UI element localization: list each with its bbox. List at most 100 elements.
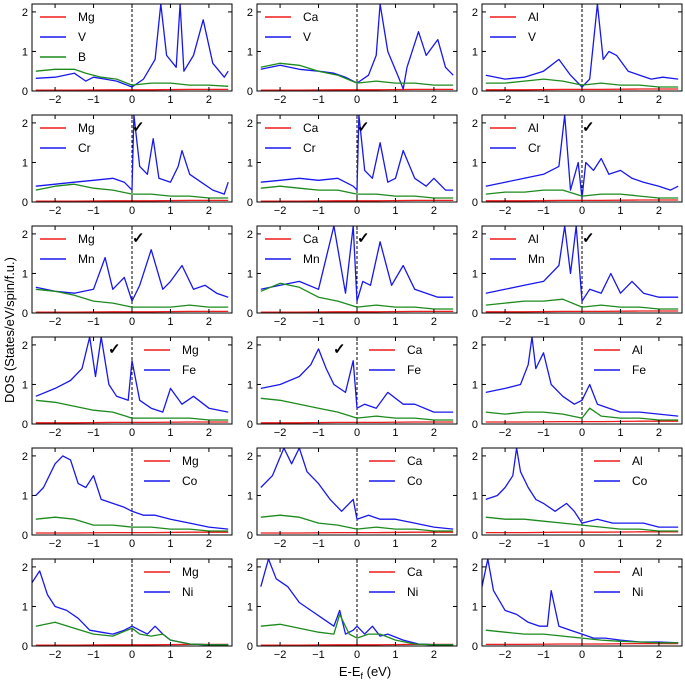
x-tick-label: 2 [431,649,437,661]
legend-label: Al [632,565,643,579]
x-tick-label: 0 [129,649,135,661]
check-mark-icon: ✓ [333,341,346,358]
check-mark-icon: ✓ [582,230,595,247]
series-line [35,4,229,88]
dos-panel: −2 −1 0 1 2 0 1 2 Ca Ni [247,558,458,661]
x-tick-label: 2 [206,538,212,550]
x-tick-label: −2 [49,427,62,439]
legend-label: Fe [407,363,421,377]
x-tick-label: 1 [392,316,398,328]
x-tick-label: 1 [392,538,398,550]
series-line [485,78,679,88]
series-line [260,115,454,191]
y-tick-label: 0 [472,86,478,98]
dos-panel: −2 −1 0 1 2 0 1 2 Mg Mn ✓ [22,225,233,328]
y-tick-label: 2 [472,562,478,574]
x-tick-label: 0 [354,427,360,439]
x-tick-label: 1 [167,316,173,328]
legend-label: Mn [528,252,545,266]
x-tick-label: 1 [617,205,623,217]
y-tick-label: 1 [247,157,253,169]
legend-label: Mg [78,10,95,24]
x-tick-label: 0 [354,649,360,661]
dos-panel: −2 −1 0 1 2 0 1 2 Mg Fe ✓ [22,336,233,439]
panel-frame [256,336,458,425]
y-tick-label: 1 [247,46,253,58]
legend-label: Ni [407,585,418,599]
series-line [260,226,454,302]
x-tick-label: 1 [167,538,173,550]
legend-label: Ca [303,121,319,135]
x-tick-label: −2 [49,538,62,550]
legend-label: V [303,30,311,44]
x-tick-label: 0 [129,538,135,550]
x-tick-label: −2 [499,205,512,217]
x-tick-label: 0 [579,205,585,217]
x-tick-label: 1 [167,205,173,217]
y-tick-label: 0 [22,308,28,320]
y-tick-label: 1 [22,601,28,613]
y-tick-label: 1 [22,157,28,169]
x-tick-label: 1 [167,94,173,106]
legend-label: B [78,50,86,64]
dos-panel: −2 −1 0 1 2 0 1 2 Ca V [247,3,458,106]
legend-label: Fe [182,363,196,377]
panel-frame [31,447,233,536]
x-tick-label: 0 [129,94,135,106]
x-tick-label: 2 [656,649,662,661]
x-tick-label: −1 [87,427,100,439]
x-tick-label: −2 [274,205,287,217]
series-line [260,613,454,646]
y-tick-label: 1 [22,490,28,502]
check-mark-icon: ✓ [132,230,145,247]
x-tick-label: 2 [431,427,437,439]
y-tick-label: 2 [247,562,253,574]
x-tick-label: −2 [49,205,62,217]
x-tick-label: 0 [579,316,585,328]
x-tick-label: −1 [312,649,325,661]
series-line [35,621,229,646]
y-tick-label: 0 [22,530,28,542]
x-tick-label: 2 [206,649,212,661]
series-line [485,4,679,88]
y-tick-label: 1 [22,268,28,280]
series-line [260,448,454,530]
dos-panel: −2 −1 0 1 2 0 1 2 Ca Co [247,447,458,550]
y-tick-label: 0 [247,641,253,653]
series-line [35,68,229,87]
series-line [260,514,454,532]
legend-label: Ni [182,585,193,599]
y-tick-label: 0 [247,197,253,209]
x-tick-label: −1 [537,427,550,439]
y-tick-label: 0 [22,197,28,209]
x-axis-label: E-Ef (eV) [339,664,391,681]
x-tick-label: −2 [499,316,512,328]
legend-label: Cr [303,141,316,155]
x-tick-label: 1 [167,427,173,439]
y-tick-label: 0 [247,308,253,320]
series-line [485,516,679,532]
series-line [260,282,454,310]
x-tick-label: 0 [354,94,360,106]
x-tick-label: 1 [392,94,398,106]
series-line [35,288,229,308]
legend-label: Co [182,474,198,488]
x-tick-label: 2 [206,205,212,217]
x-tick-label: 0 [579,649,585,661]
y-tick-label: 2 [22,451,28,463]
y-tick-label: 1 [472,379,478,391]
check-mark-icon: ✓ [108,341,121,358]
dos-panel: −2 −1 0 1 2 0 1 2 Ca Cr ✓ [247,114,458,217]
x-tick-label: −2 [499,427,512,439]
x-tick-label: 1 [392,205,398,217]
x-tick-label: 2 [431,316,437,328]
x-tick-label: 1 [617,538,623,550]
series-line [260,397,454,421]
y-tick-label: 0 [472,530,478,542]
series-line [35,183,229,199]
y-tick-label: 0 [472,641,478,653]
x-tick-label: 2 [206,94,212,106]
x-tick-label: −1 [537,538,550,550]
y-tick-label: 1 [247,379,253,391]
